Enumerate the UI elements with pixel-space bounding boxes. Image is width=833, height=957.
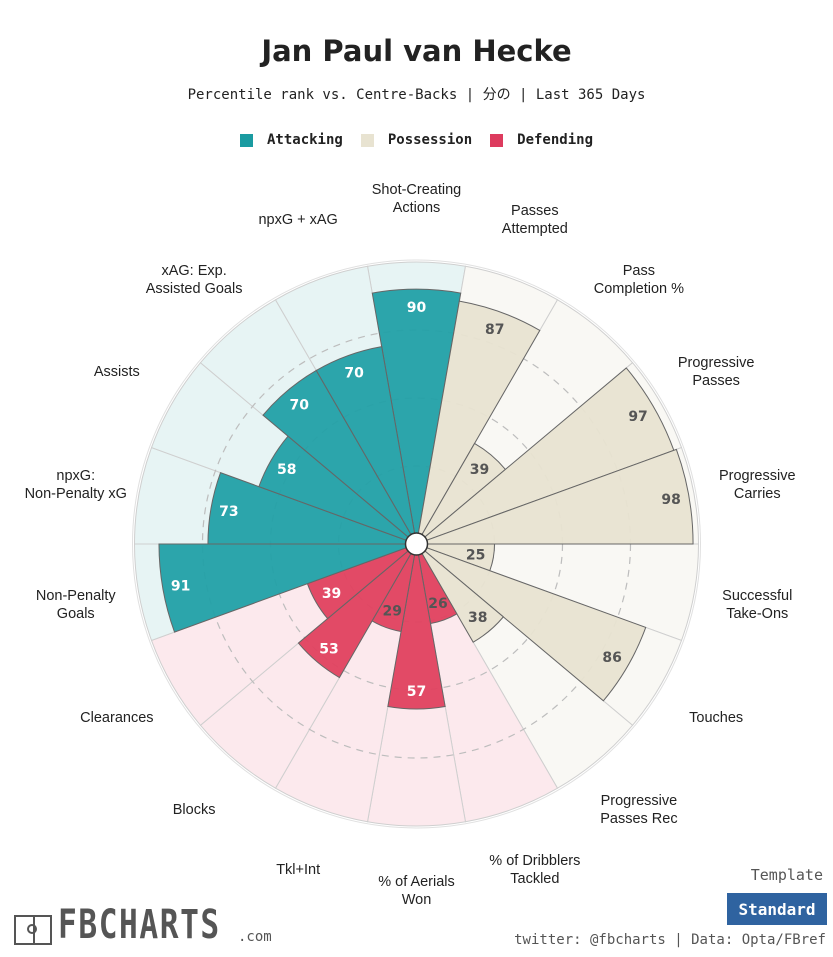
value-label-shot-creating-actions: 90 [407, 300, 427, 316]
value-label-assists: 58 [277, 462, 296, 478]
value-label-progressive-passes-rec: 38 [468, 610, 487, 626]
legend-swatch-possession [360, 133, 374, 147]
category-label-non-penalty-goals: Non-Penalty Goals [36, 588, 117, 622]
fbcharts-logo: FBCHARTS .com [14, 902, 272, 948]
template-standard-button[interactable]: Standard [727, 893, 827, 925]
category-label-tkl-int: Tkl+Int [276, 862, 320, 878]
value-label-xag-exp-assisted-goals: 70 [290, 397, 310, 413]
category-label-npxg-non-penalty-xg: npxG: Non-Penalty xG [25, 468, 127, 502]
legend-swatch-attacking [239, 133, 253, 147]
logo-suffix: .com [238, 929, 272, 945]
value-label-npxg-non-penalty-xg: 73 [219, 504, 238, 520]
center-hub [404, 532, 429, 556]
value-label-progressive-carries: 98 [661, 492, 680, 508]
legend-item-attacking: Attacking [239, 132, 343, 148]
category-label-progressive-passes-rec: Progressive Passes Rec [600, 793, 677, 827]
category-label-blocks: Blocks [173, 802, 216, 818]
category-label-shot-creating-actions: Shot-Creating Actions [372, 182, 461, 216]
value-label-npxg-xag: 70 [344, 366, 364, 382]
data-credit: twitter: @fbcharts | Data: Opta/FBref [514, 932, 826, 948]
category-label-of-aerials-won: % of Aerials Won [378, 874, 455, 908]
value-label-non-penalty-goals: 91 [171, 579, 190, 595]
legend-label-attacking: Attacking [266, 132, 343, 148]
legend-item-possession: Possession [360, 132, 473, 148]
category-label-npxg-xag: npxG + xAG [258, 212, 337, 228]
legend-label-defending: Defending [517, 132, 593, 148]
chart-title: Jan Paul van Hecke [261, 34, 572, 68]
category-label-assists: Assists [94, 364, 140, 380]
chart-subtitle: Percentile rank vs. Centre-Backs | 分の | … [187, 87, 646, 103]
category-label-progressive-carries: Progressive Carries [719, 468, 796, 502]
legend-label-possession: Possession [387, 132, 473, 148]
legend-item-defending: Defending [490, 132, 593, 148]
value-label-of-dribblers-tackled: 26 [428, 596, 447, 612]
legend: Attacking Possession Defending [0, 132, 833, 148]
category-label-progressive-passes: Progressive Passes [678, 355, 755, 389]
value-label-of-aerials-won: 57 [407, 684, 426, 700]
template-label: Template [750, 866, 823, 884]
value-label-passes-attempted: 87 [485, 322, 504, 338]
pitch-icon [14, 915, 52, 945]
category-label-touches: Touches [689, 710, 743, 726]
logo-text: FBCHARTS [58, 902, 221, 948]
value-label-pass-completion: 39 [470, 462, 489, 478]
category-label-clearances: Clearances [80, 710, 153, 726]
category-label-successful-take-ons: Successful Take-Ons [722, 588, 792, 622]
value-label-tkl-int: 29 [383, 604, 402, 620]
category-label-passes-attempted: Passes Attempted [502, 203, 568, 237]
category-label-of-dribblers-tackled: % of Dribblers Tackled [489, 853, 580, 887]
value-label-progressive-passes: 97 [628, 409, 647, 425]
category-label-xag-exp-assisted-goals: xAG: Exp. Assisted Goals [146, 263, 243, 297]
value-label-successful-take-ons: 25 [466, 547, 485, 563]
value-label-clearances: 39 [322, 586, 341, 602]
legend-swatch-defending [490, 133, 504, 147]
outer-ring [132, 259, 701, 829]
value-label-touches: 86 [602, 650, 621, 666]
category-label-pass-completion: Pass Completion % [594, 263, 684, 297]
value-label-blocks: 53 [319, 641, 338, 657]
